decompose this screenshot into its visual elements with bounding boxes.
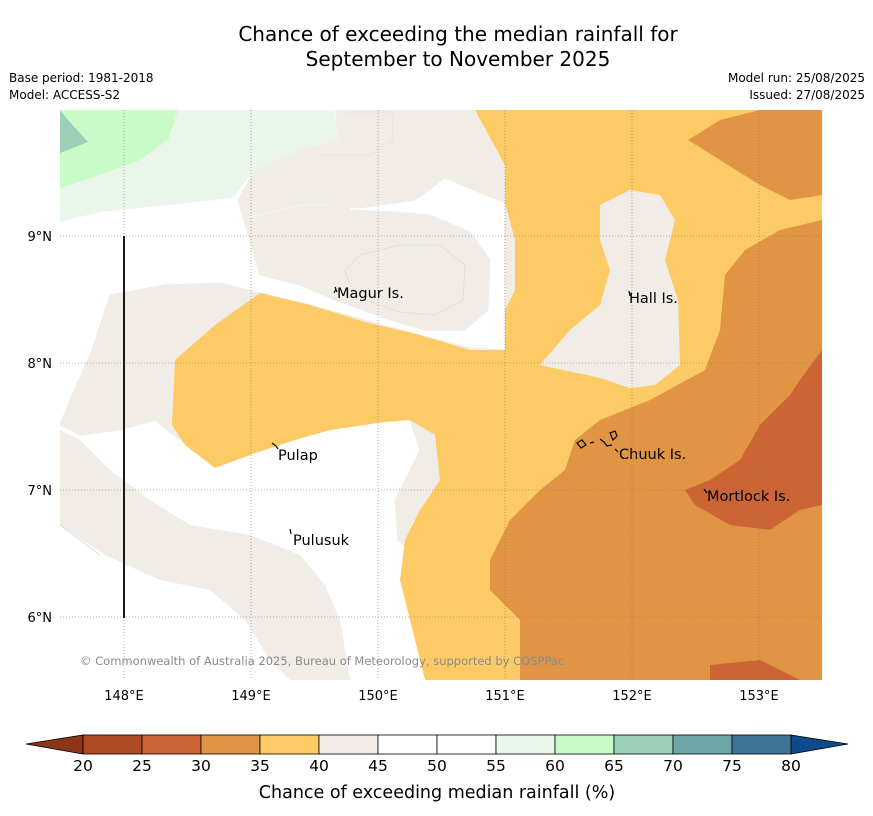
colorbar-tick-label: 75: [722, 757, 742, 775]
lon-tick-label: 152°E: [612, 689, 652, 704]
contour-40-45-south: [60, 430, 350, 680]
contour-30-35: [688, 110, 822, 200]
place-label: Pulusuk: [293, 533, 350, 549]
pulap-island-shape: [271, 442, 279, 450]
contour-25-30-south: [710, 660, 800, 680]
lat-tick-label: 6°N: [28, 611, 53, 626]
lon-tick-label: 149°E: [231, 689, 271, 704]
contour-65-70: [60, 110, 88, 153]
title-line-1: Chance of exceeding the median rainfall …: [238, 22, 678, 46]
lon-axis: 148°E 149°E 150°E 151°E 152°E 153°E: [104, 689, 779, 704]
title-line-2: September to November 2025: [305, 47, 611, 71]
colorbar-cell: [82, 734, 143, 755]
islands: [271, 286, 708, 535]
colorbar: 20 25 30 35 40 45 50 55 60 65 70 75 80 Chance of exc…: [25, 734, 849, 803]
colorbar-tick-label: 55: [486, 757, 506, 775]
model-run: Model run: 25/08/2025: [727, 71, 865, 85]
place-label: Magur Is.: [337, 286, 404, 302]
lon-tick-label: 151°E: [485, 689, 525, 704]
place-label: Mortlock Is.: [707, 489, 790, 505]
contour-60-65: [60, 110, 178, 188]
lon-tick-label: 150°E: [358, 689, 398, 704]
colorbar-tick-label: 40: [309, 757, 329, 775]
base-period: Base period: 1981-2018: [9, 71, 154, 85]
place-label: Hall Is.: [629, 291, 678, 307]
mortlock-island-shape: [703, 488, 708, 494]
colorbar-cell: [554, 734, 615, 755]
colorbar-tick-label: 60: [545, 757, 565, 775]
colorbar-over-arrow: [790, 734, 849, 755]
lat-tick-label: 7°N: [28, 484, 53, 499]
colorbar-tick-label: 65: [604, 757, 624, 775]
colorbar-cell: [731, 734, 792, 755]
colorbar-tick-label: 35: [250, 757, 270, 775]
model-name: Model: ACCESS-S2: [9, 88, 121, 102]
colorbar-tick-label: 70: [663, 757, 683, 775]
colorbar-cell: [436, 734, 497, 755]
hall-island-shape: [628, 290, 631, 297]
colorbar-tick-label: 80: [781, 757, 801, 775]
colorbar-cell: [613, 734, 674, 755]
contour-25-30: [685, 350, 822, 530]
graticule: [60, 110, 822, 680]
colorbar-tick-label: 30: [191, 757, 211, 775]
lon-tick-label: 153°E: [739, 689, 779, 704]
colorbar-cell: [318, 734, 379, 755]
colorbar-tick-label: 20: [73, 757, 93, 775]
map-area: Magur Is. Hall Is. Pulap Chuuk Is. Mortl…: [60, 110, 822, 680]
colorbar-tick-label: 50: [427, 757, 447, 775]
colorbar-under-arrow: [25, 734, 84, 755]
colorbar-tick-label: 25: [132, 757, 152, 775]
chuuk-island-shape: [576, 430, 619, 453]
place-label: Chuuk Is.: [619, 447, 686, 463]
colorbar-cell: [672, 734, 733, 755]
map-title: Chance of exceeding the median rainfall …: [0, 22, 873, 72]
pulusuk-island-shape: [289, 528, 292, 535]
colorbar-cell: [200, 734, 261, 755]
copyright-notice: © Commonwealth of Australia 2025, Bureau…: [80, 654, 564, 668]
lat-axis: 9°N 8°N 7°N 6°N: [28, 230, 53, 626]
magur-island-shape: [333, 286, 338, 294]
lat-tick-label: 8°N: [28, 357, 53, 372]
meta-right: Model run: 25/08/2025 Issued: 27/08/2025: [728, 70, 865, 104]
lat-tick-label: 9°N: [28, 230, 53, 245]
contour-30-35-south: [490, 220, 822, 680]
issued-date: Issued: 27/08/2025: [749, 88, 865, 102]
colorbar-cell: [259, 734, 320, 755]
colorbar-cell: [495, 734, 556, 755]
colorbar-cell: [377, 734, 438, 755]
lon-tick-label: 148°E: [104, 689, 144, 704]
place-label: Pulap: [278, 448, 318, 464]
meta-left: Base period: 1981-2018 Model: ACCESS-S2: [9, 70, 154, 104]
colorbar-tick-label: 45: [368, 757, 388, 775]
colorbar-cell: [141, 734, 202, 755]
colorbar-title: Chance of exceeding median rainfall (%): [259, 783, 615, 803]
